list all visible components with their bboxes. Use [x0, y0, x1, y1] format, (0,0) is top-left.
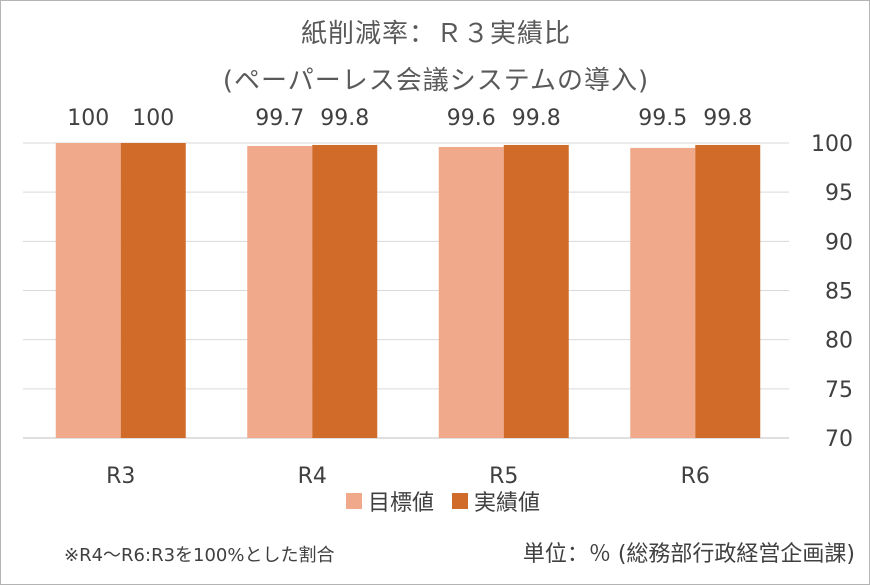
legend-label-target: 目標値: [368, 491, 435, 516]
x-tick-label-R6: R6: [681, 464, 710, 489]
x-tick-label-R5: R5: [489, 464, 518, 489]
bar-R6-series-2: [695, 144, 761, 438]
data-label-R6-series-2: 99.8: [703, 106, 752, 131]
chart-subtitle: (ペーパーレス会議システムの導入): [222, 66, 650, 96]
y-tick-label-75: 75: [825, 378, 853, 403]
footnote: ※R4～R6:R3を100%とした割合: [64, 545, 335, 566]
legend: 目標値 実績値: [346, 489, 540, 516]
data-label-R5-series-1: 99.6: [447, 106, 496, 131]
bar-R4-series-2: [312, 144, 378, 438]
y-tick-label-90: 90: [825, 230, 853, 255]
x-tick-label-R3: R3: [106, 464, 135, 489]
legend-swatch-actual: [452, 493, 469, 509]
y-tick-label-100: 100: [811, 132, 853, 157]
y-tick-label-70: 70: [825, 427, 853, 452]
legend-item-actual: 実績値: [452, 485, 540, 517]
bar-R4-series-1: [247, 145, 313, 438]
legend-swatch-target: [346, 493, 362, 509]
bar-R3-series-2: [120, 143, 186, 438]
x-tick-label-R4: R4: [298, 464, 327, 489]
bar-R5-series-2: [503, 144, 569, 438]
data-label-R5-series-2: 99.8: [512, 106, 561, 131]
y-tick-label-95: 95: [825, 181, 853, 206]
data-label-R4-series-1: 99.7: [255, 106, 304, 131]
y-tick-label-85: 85: [825, 280, 853, 305]
bar-R6-series-1: [630, 147, 696, 438]
chart-title: 紙削減率：Ｒ３実績比: [300, 19, 571, 49]
unit-note: 単位：％ (総務部行政経営企画課): [522, 542, 855, 567]
data-label-R3-series-2: 100: [132, 106, 174, 131]
legend-item-target: 目標値: [346, 485, 434, 517]
data-label-R3-series-1: 100: [67, 106, 109, 131]
y-tick-label-80: 80: [825, 329, 853, 354]
bar-R5-series-1: [438, 146, 504, 438]
legend-label-actual: 実績値: [474, 491, 541, 516]
data-label-R4-series-2: 99.8: [320, 106, 369, 131]
data-label-R6-series-1: 99.5: [638, 106, 687, 131]
bar-R3-series-1: [55, 143, 121, 438]
